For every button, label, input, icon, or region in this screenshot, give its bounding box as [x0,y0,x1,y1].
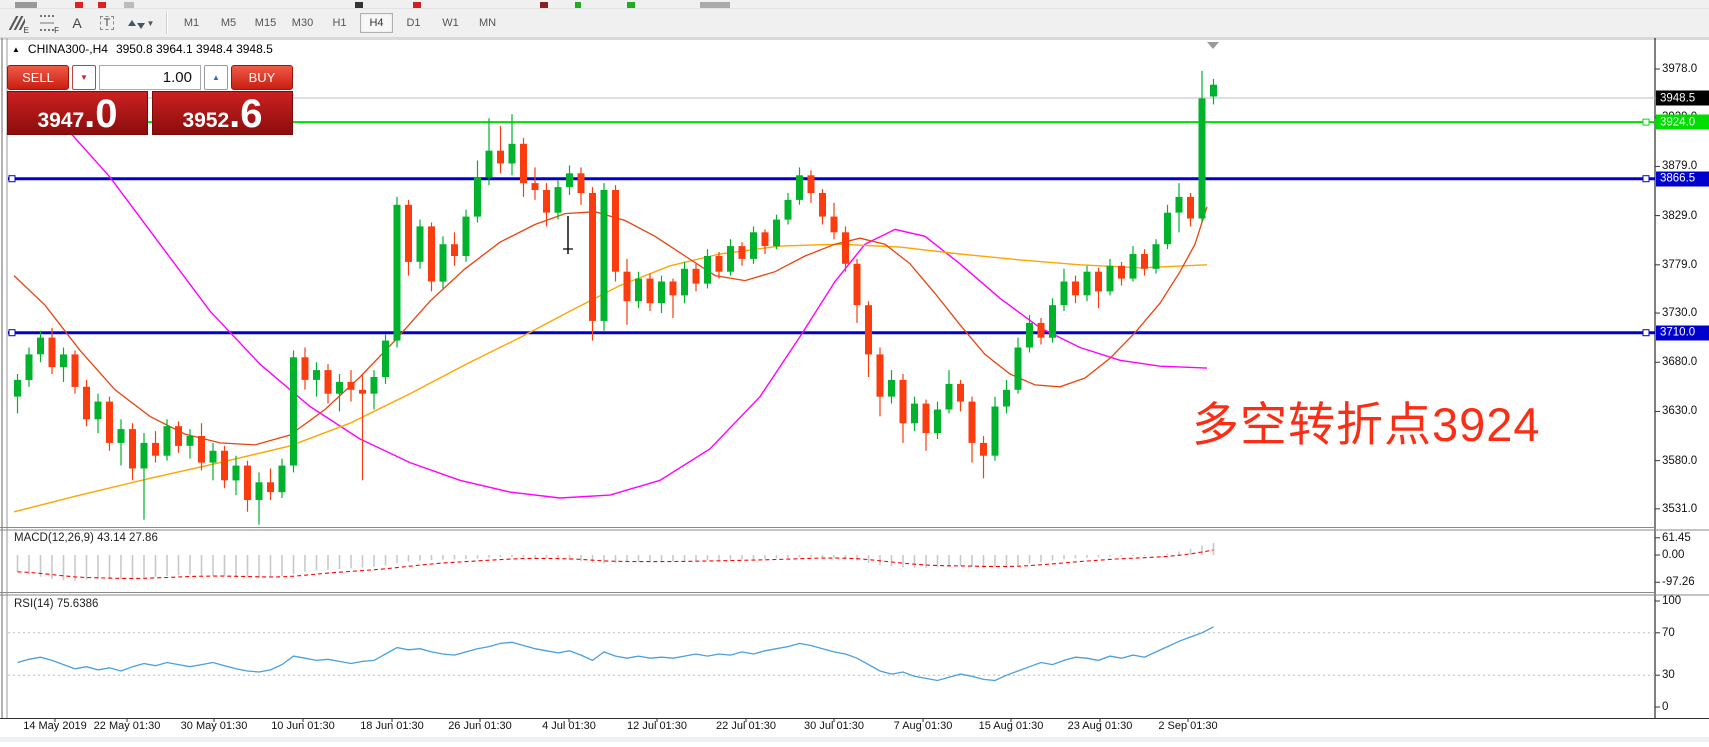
clipped-icon-fragment [98,2,106,8]
macd-tick-label: -97.26 [1662,576,1695,589]
timeframe-buttons: M1 M5 M15 M30 H1 H4 D1 W1 MN [173,13,506,33]
sell-button[interactable]: SELL [7,65,69,90]
one-click-trade-panel: SELL ▼ 1.00 ▲ BUY 3947.0 3952.6 [7,65,293,135]
arrow-up-icon: ▲ [212,73,220,82]
collapse-arrow-icon[interactable]: ▲ [12,44,20,54]
hline-price-label: 3710.0 [1656,325,1709,341]
date-tick-label: 18 Jun 01:30 [360,720,424,732]
rsi-indicator-label: RSI(14) 75.6386 [14,598,99,610]
date-tick-label: 30 May 01:30 [180,720,248,732]
date-tick-label: 10 Jun 01:30 [271,720,335,732]
timeframe-button-w1[interactable]: W1 [442,17,459,29]
rsi-tick-label: 0 [1662,701,1669,713]
clipped-icon-fragment [540,2,548,8]
grid-icon[interactable]: F [34,12,60,35]
toolbar: E F A T ▼ M1 M5 M15 M30 H1 H4 D1 W1 MN [0,9,1709,38]
timeframe-button-d1[interactable]: D1 [406,17,421,29]
timeframe-button-mn[interactable]: MN [478,17,497,29]
text-annotation-icon[interactable]: A [72,15,82,31]
price-tick-label: 3730.0 [1662,307,1698,320]
symbol-period-label: CHINA300-,H4 [27,42,108,56]
clipped-toolbar-row [0,0,1709,9]
date-tick-label: 30 Jul 01:30 [804,720,864,732]
price-tick-label: 3879.0 [1662,160,1698,173]
price-tick-label: 3829.0 [1662,209,1698,222]
rsi-tick-label: 70 [1662,626,1675,639]
volume-input[interactable]: 1.00 [99,65,201,90]
macd-tick-label: 0.00 [1662,549,1685,561]
macd-indicator-label: MACD(12,26,9) 43.14 27.86 [14,532,158,544]
date-tick-label: 14 May 2019 [23,720,87,732]
text-box-icon[interactable]: T [94,12,120,34]
clipped-icon-fragment [700,2,730,8]
price-tick-label: 3531.0 [1662,502,1698,515]
price-tick-label: 3580.0 [1662,454,1698,467]
sell-price-box[interactable]: 3947.0 [7,91,148,135]
date-tick-label: 22 May 01:30 [93,720,161,732]
chart-title: ▲ CHINA300-,H4 3950.8 3964.1 3948.4 3948… [12,42,273,56]
date-tick-label: 2 Sep 01:30 [1158,720,1218,732]
clipped-icon-fragment [575,2,581,8]
macd-tick-label: 61.45 [1662,531,1691,544]
indicators-icon[interactable]: E [4,12,30,35]
timeframe-button-h1[interactable]: H1 [332,17,347,29]
arrange-icon[interactable]: ▼ [124,12,158,34]
date-tick-label: 22 Jul 01:30 [716,720,776,732]
timeframe-button-m15[interactable]: M15 [254,17,277,29]
ohlc-values: 3950.8 3964.1 3948.4 3948.5 [115,42,273,56]
price-tick-label: 3978.0 [1662,63,1698,75]
hline-price-label: 3924.0 [1656,114,1709,130]
bid-price-label: 3948.5 [1656,90,1709,106]
price-tick-label: 3680.0 [1662,356,1698,369]
arrow-down-icon: ▼ [80,73,88,82]
buy-button[interactable]: BUY [231,65,293,90]
timeframe-button-m1[interactable]: M1 [183,17,200,29]
date-tick-label: 7 Aug 01:30 [893,720,953,732]
chart-window: ▲ CHINA300-,H4 3950.8 3964.1 3948.4 3948… [0,38,1709,742]
clipped-icon-fragment [627,2,635,8]
price-tick-label: 3630.0 [1662,405,1698,418]
toolbar-separator [166,12,167,34]
window-bottom-strip [0,737,1709,742]
timeframe-button-m30[interactable]: M30 [291,17,314,29]
rsi-tick-label: 100 [1662,595,1682,607]
price-tick-label: 3779.0 [1662,258,1698,271]
chart-canvas[interactable] [0,38,1709,742]
buy-price-box[interactable]: 3952.6 [152,91,293,135]
chevron-down-icon: ▼ [146,18,155,28]
volume-decrease-button[interactable]: ▼ [72,65,96,90]
volume-increase-button[interactable]: ▲ [204,65,228,90]
clipped-icon-fragment [413,2,421,8]
rsi-tick-label: 30 [1662,669,1675,682]
timeframe-button-m5[interactable]: M5 [220,17,237,29]
chart-text-annotation: 多空转折点3924 [1192,398,1541,451]
clipped-icon-fragment [15,2,37,8]
date-tick-label: 4 Jul 01:30 [542,720,596,732]
date-tick-label: 23 Aug 01:30 [1067,720,1133,732]
hline-price-label: 3866.5 [1656,171,1709,187]
timeframe-button-h4[interactable]: H4 [360,13,393,33]
date-tick-label: 15 Aug 01:30 [978,720,1044,732]
clipped-icon-fragment [124,2,134,8]
date-tick-label: 26 Jun 01:30 [448,720,512,732]
clipped-icon-fragment [355,2,363,8]
clipped-icon-fragment [75,2,83,8]
date-tick-label: 12 Jul 01:30 [627,720,687,732]
